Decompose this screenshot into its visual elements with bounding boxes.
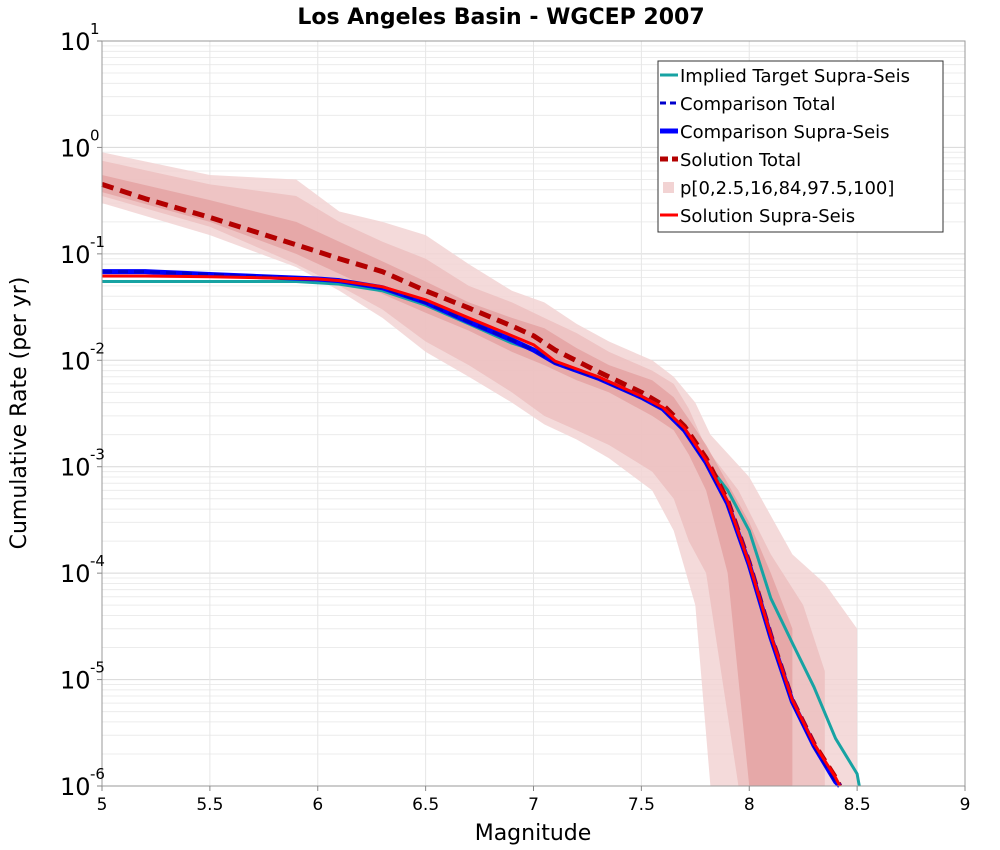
legend-label: p[0,2.5,16,84,97.5,100] bbox=[680, 178, 894, 199]
x-tick-label: 6 bbox=[312, 795, 323, 815]
x-axis-ticks: 5 5.5 6 6.5 7 7.5 8 8.5 9 bbox=[97, 786, 971, 815]
y-tick-exponent: -2 bbox=[90, 339, 105, 357]
x-tick-label: 7.5 bbox=[628, 795, 655, 815]
y-tick-base: 10 bbox=[60, 134, 91, 162]
x-tick-label: 8 bbox=[744, 795, 755, 815]
y-tick-label: 10 -1 bbox=[60, 233, 105, 269]
y-tick-base: 10 bbox=[60, 454, 91, 482]
legend-label: Comparison Supra-Seis bbox=[680, 122, 890, 143]
chart-title: Los Angeles Basin - WGCEP 2007 bbox=[297, 5, 704, 30]
x-tick-label: 9 bbox=[960, 795, 971, 815]
legend-item: Solution Supra-Seis bbox=[660, 206, 855, 227]
y-tick-exponent: -4 bbox=[90, 552, 105, 570]
y-tick-exponent: 0 bbox=[90, 126, 100, 144]
y-tick-exponent: -1 bbox=[90, 233, 105, 251]
y-tick-base: 10 bbox=[60, 347, 91, 375]
legend-item: Comparison Supra-Seis bbox=[660, 122, 890, 143]
legend-label: Solution Total bbox=[680, 150, 801, 171]
y-tick-exponent: 1 bbox=[90, 20, 100, 38]
y-tick-label: 10 -5 bbox=[60, 659, 105, 695]
y-tick-label: 10 -2 bbox=[60, 339, 105, 375]
legend-swatch bbox=[663, 182, 674, 193]
legend-item: Implied Target Supra-Seis bbox=[660, 66, 910, 87]
x-tick-label: 8.5 bbox=[844, 795, 871, 815]
legend-item: Comparison Total bbox=[660, 94, 836, 115]
series-lines bbox=[101, 181, 861, 788]
legend-label: Implied Target Supra-Seis bbox=[680, 66, 910, 87]
y-axis-label: Cumulative Rate (per yr) bbox=[7, 277, 32, 550]
y-tick-exponent: -6 bbox=[90, 765, 105, 783]
x-tick-label: 5.5 bbox=[196, 795, 223, 815]
y-tick-label: 10 0 bbox=[60, 126, 100, 162]
y-tick-base: 10 bbox=[60, 560, 91, 588]
legend-item: p[0,2.5,16,84,97.5,100] bbox=[663, 178, 894, 199]
series-line bbox=[102, 274, 842, 787]
y-tick-exponent: -3 bbox=[90, 446, 105, 464]
y-tick-base: 10 bbox=[60, 773, 91, 801]
y-tick-label: 10 1 bbox=[60, 20, 100, 56]
y-tick-base: 10 bbox=[60, 28, 91, 56]
y-tick-label: 10 -3 bbox=[60, 446, 105, 482]
legend-label: Comparison Total bbox=[680, 94, 836, 115]
legend-label: Solution Supra-Seis bbox=[680, 206, 855, 227]
x-tick-label: 6.5 bbox=[412, 795, 439, 815]
y-tick-base: 10 bbox=[60, 667, 91, 695]
x-tick-label: 7 bbox=[528, 795, 539, 815]
legend-box bbox=[657, 60, 944, 233]
y-tick-label: 10 -6 bbox=[60, 765, 105, 801]
legend-item: Solution Total bbox=[660, 150, 801, 171]
y-tick-base: 10 bbox=[60, 241, 91, 269]
percentile-bands bbox=[102, 152, 858, 787]
y-tick-exponent: -5 bbox=[90, 659, 105, 677]
x-tick-label: 5 bbox=[97, 795, 108, 815]
y-tick-label: 10 -4 bbox=[60, 552, 105, 588]
legend: Implied Target Supra-Seis Comparison Tota… bbox=[657, 60, 944, 233]
x-axis-label: Magnitude bbox=[475, 821, 592, 846]
